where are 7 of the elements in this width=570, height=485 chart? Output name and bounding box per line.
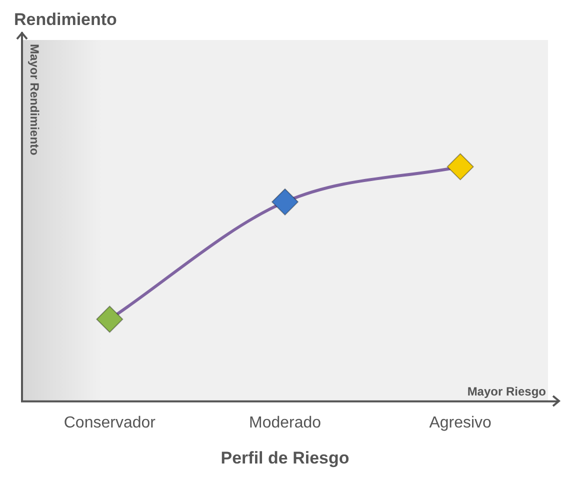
chart-title: Rendimiento bbox=[14, 10, 117, 30]
x-tick-label: Agresivo bbox=[429, 414, 492, 432]
x-tick-label: Moderado bbox=[248, 414, 322, 432]
annotation: Mayor Riesgo bbox=[467, 384, 546, 399]
x-axis-title: Perfil de Riesgo bbox=[220, 448, 350, 468]
y-axis-title: Mayor Rendimiento bbox=[28, 44, 42, 156]
x-tick-label: Conservador bbox=[64, 414, 156, 432]
